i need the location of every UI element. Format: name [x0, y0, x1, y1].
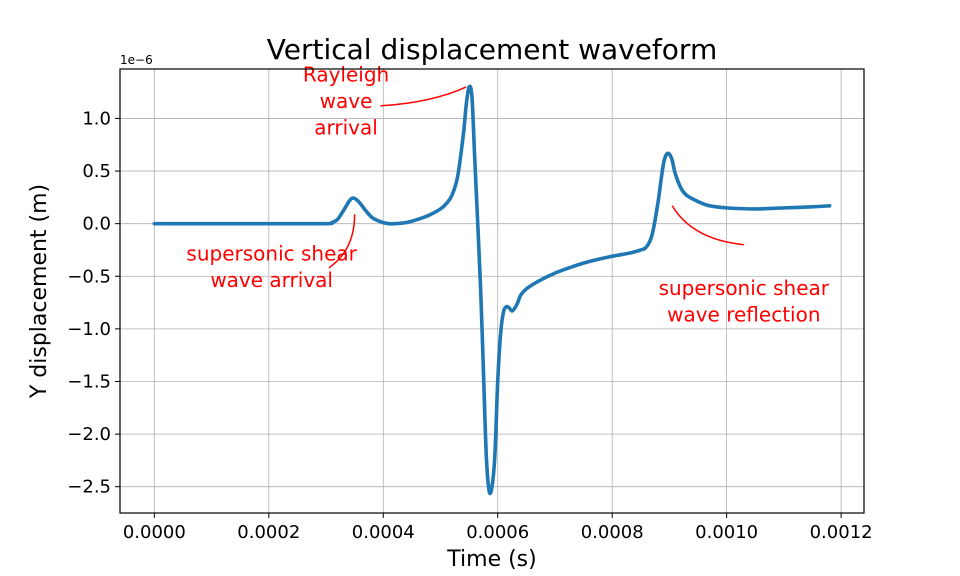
annotation-text: wave reflection [667, 303, 820, 327]
y-tick-label: 0.5 [82, 161, 111, 182]
y-tick-label: 1.0 [82, 108, 111, 129]
y-axis-ticks: 1.0 0.5 0.0 −0.5 −1.0 −1.5 −2.0 −2.5 [67, 108, 120, 498]
y-axis-label: Y displacement (m) [27, 184, 52, 399]
annotation-text: wave arrival [210, 268, 333, 292]
y-tick-label: −1.0 [67, 319, 111, 340]
x-tick-label: 0.0012 [810, 522, 873, 543]
annotation-connector [328, 214, 356, 269]
x-axis-ticks: 0.0000 0.0002 0.0004 0.0006 0.0008 0.0010 0.00… [123, 513, 873, 543]
x-tick-label: 0.0004 [352, 522, 415, 543]
x-tick-label: 0.0010 [695, 522, 758, 543]
x-tick-label: 0.0006 [466, 522, 529, 543]
x-tick-label: 0.0002 [237, 522, 300, 543]
plot-series [152, 84, 832, 496]
annotation-text: wave [320, 89, 373, 113]
chart-title: Vertical displacement waveform [267, 33, 717, 66]
y-tick-label: −1.5 [67, 371, 111, 392]
y-tick-label: −0.5 [67, 266, 111, 287]
annotation-text: arrival [314, 116, 378, 140]
x-tick-label: 0.0008 [581, 522, 644, 543]
series-line [152, 84, 832, 496]
y-offset-label: 1e−6 [120, 53, 153, 67]
x-axis-label: Time (s) [446, 547, 536, 572]
annotation-connector [671, 205, 744, 246]
annotation-text: supersonic shear [659, 276, 830, 300]
x-tick-label: 0.0000 [123, 522, 186, 543]
axes-frame [119, 68, 865, 514]
annotation-text: Rayleigh [303, 63, 389, 87]
y-tick-label: −2.0 [67, 424, 111, 445]
y-tick-label: −2.5 [67, 477, 111, 498]
annotation-connector [380, 86, 467, 107]
grid-lines [120, 69, 864, 513]
y-tick-label: 0.0 [82, 214, 111, 235]
annotation-text: supersonic shear [186, 241, 357, 265]
